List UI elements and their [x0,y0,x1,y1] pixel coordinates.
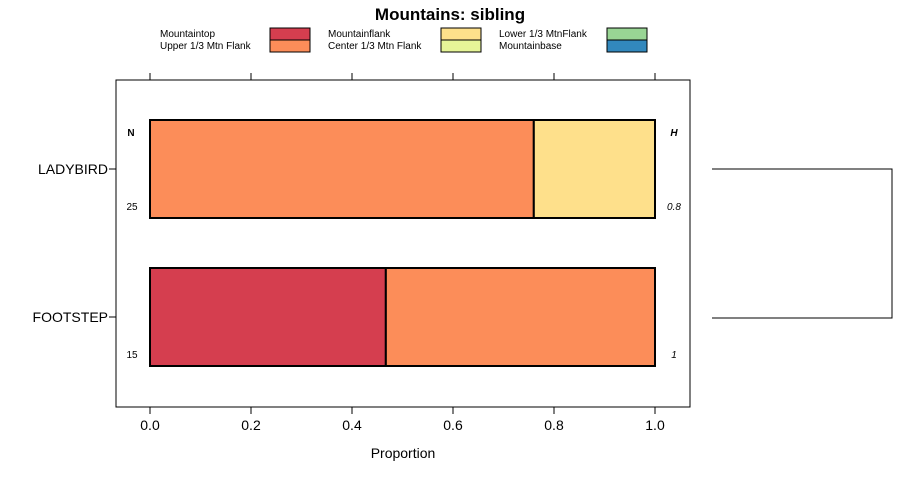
h-header: H [670,128,678,139]
chart-title: Mountains: sibling [375,5,525,24]
bar-segment [384,267,656,367]
legend-swatch-center-1-3-mtn-flank [440,39,482,53]
legend-label-lower-1-3-mtnflank: Lower 1/3 MtnFlank [499,29,588,40]
legend-swatch-lower-1-3-mtnflank [606,27,648,41]
bars: 25 0.8 15 1 [126,119,681,367]
legend-swatch-mountaintop [269,27,311,41]
dendrogram [712,168,893,319]
x-tick-label: 0.4 [342,417,362,433]
y-category-label: LADYBIRD [38,161,108,177]
n-value: 15 [126,350,138,361]
legend-label-upper-1-3-mtn-flank: Upper 1/3 Mtn Flank [160,41,252,52]
legend-label-mountaintop: Mountaintop [160,29,215,40]
axes: 0.0 0.2 0.4 0.6 0.8 1.0 LADYBIRD FOOTSTEP [33,73,665,433]
y-category-label: FOOTSTEP [33,309,108,325]
x-axis-label: Proportion [371,445,436,461]
x-tick-label: 0.6 [443,417,463,433]
n-value: 25 [126,202,138,213]
x-tick-label: 0.0 [140,417,160,433]
plot-frame [115,79,691,408]
x-tick-label: 0.2 [241,417,261,433]
n-header: N [127,128,134,139]
bar-segment [149,119,535,219]
legend-swatch-mountainflank [440,27,482,41]
h-value: 1 [671,350,677,361]
legend-label-mountainflank: Mountainflank [328,29,391,40]
bar-segment [532,119,656,219]
legend-label-mountainbase: Mountainbase [499,41,562,52]
legend-label-center-1-3-mtn-flank: Center 1/3 Mtn Flank [328,41,422,52]
bar-segment [149,267,387,367]
h-value: 0.8 [667,202,681,213]
x-tick-label: 0.8 [544,417,564,433]
legend-swatch-mountainbase [606,39,648,53]
x-tick-label: 1.0 [645,417,665,433]
legend-swatch-upper-1-3-mtn-flank [269,39,311,53]
